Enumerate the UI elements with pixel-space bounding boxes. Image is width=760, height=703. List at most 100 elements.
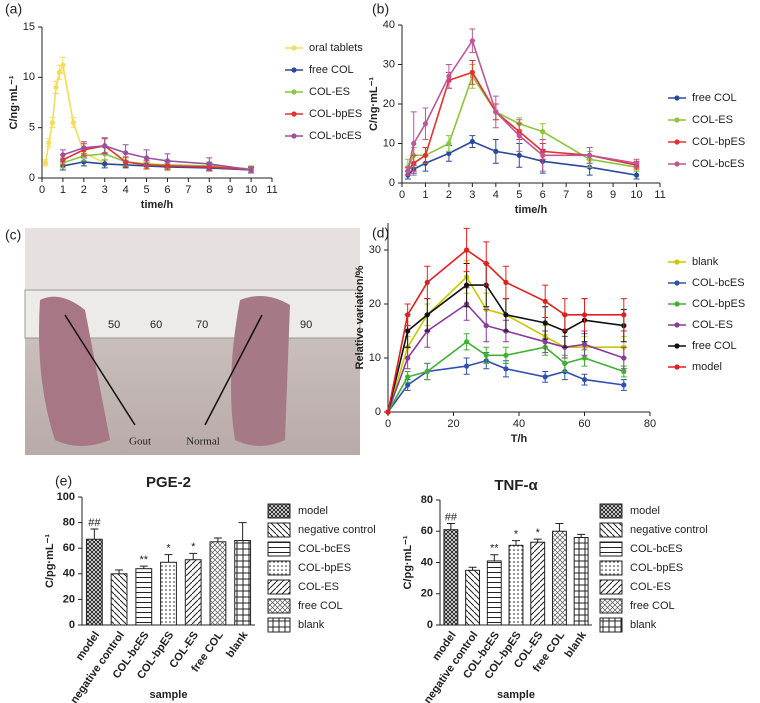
x-tick-label: 11 [654, 189, 665, 201]
y-tick-label: 15 [23, 21, 35, 33]
legend-label: COL-bpES [298, 562, 351, 574]
point [633, 160, 640, 166]
legend-swatch [599, 579, 623, 595]
point [446, 73, 452, 79]
normal-paw [231, 296, 290, 446]
legend-swatch [599, 617, 623, 633]
x-tick-label: 9 [610, 189, 616, 201]
error-bar [90, 528, 99, 540]
legend-label: free COL [630, 600, 675, 612]
x-tick-label: blank [224, 629, 251, 660]
y-tick-label: 80 [63, 517, 75, 529]
point [469, 38, 475, 44]
x-tick-label: 2 [446, 189, 452, 201]
y-axis-title: C/ng·mL⁻¹ [8, 75, 20, 129]
bar [234, 540, 252, 626]
chart-title: TNF-α [494, 477, 538, 494]
point [424, 368, 430, 375]
series-line [62, 144, 252, 171]
point [446, 150, 452, 156]
legend-marker [291, 67, 297, 73]
bar [530, 541, 546, 626]
x-tick-label: 0 [385, 418, 391, 430]
x-tick-label: 40 [513, 418, 525, 430]
y-tick-label: 20 [383, 98, 395, 110]
legend-label: free COL [298, 600, 343, 612]
point [81, 145, 87, 151]
y-tick-label: 0 [375, 406, 381, 418]
x-tick-label: 1 [422, 189, 428, 201]
y-axis-title: C/pg·mL⁻¹ [402, 535, 414, 589]
y-tick-label: 30 [369, 244, 381, 256]
legend-label: COL-bcES [692, 277, 745, 289]
legend-swatch [267, 617, 291, 633]
significance-mark: * [191, 541, 196, 553]
series-line [387, 248, 624, 413]
panel-label: (a) [5, 1, 22, 17]
point [516, 133, 522, 139]
legend-label: COL-bpES [692, 298, 745, 310]
y-tick-label: 10 [383, 137, 395, 149]
point [493, 148, 499, 154]
point [123, 150, 129, 156]
legend-marker [674, 301, 680, 307]
ruler-label: 60 [150, 319, 162, 331]
significance-mark: ## [445, 511, 458, 523]
point [405, 312, 411, 318]
x-axis-title: sample [497, 689, 535, 701]
x-tick-label: 10 [245, 184, 257, 196]
point [446, 140, 452, 147]
point [483, 260, 489, 267]
point [621, 355, 627, 361]
y-tick-label: 10 [23, 71, 35, 83]
point [424, 279, 430, 285]
error-bar [139, 565, 148, 569]
point [464, 363, 470, 369]
error-bar [164, 554, 173, 563]
bar [135, 568, 153, 626]
point [540, 129, 546, 135]
legend-marker [674, 322, 680, 328]
legend-swatch [599, 598, 623, 614]
bar [160, 561, 177, 626]
point [503, 279, 509, 285]
point [206, 161, 212, 167]
error-bar [213, 537, 222, 542]
legend-label: COL-bcES [630, 543, 683, 555]
y-tick-label: 20 [63, 593, 75, 605]
point [405, 382, 411, 388]
point [621, 312, 627, 318]
legend-label: COL-ES [630, 581, 671, 593]
point [405, 168, 411, 174]
point [60, 62, 66, 68]
point [60, 152, 66, 158]
point [422, 121, 429, 127]
point [405, 355, 411, 361]
point [483, 323, 489, 329]
error-bar [238, 522, 247, 541]
x-tick-label: 5 [143, 184, 149, 196]
point [581, 341, 588, 348]
legend-swatch [599, 541, 623, 557]
y-tick-label: 100 [57, 491, 75, 503]
legend-label: model [630, 505, 660, 517]
point [469, 69, 475, 75]
y-tick-label: 0 [69, 619, 75, 631]
x-tick-label: blank [563, 629, 590, 660]
bar [443, 529, 459, 626]
legend-marker [674, 139, 680, 145]
y-axis-title: C/pg·mL⁻¹ [44, 534, 56, 588]
y-tick-label: 20 [421, 588, 433, 600]
point [164, 158, 171, 164]
legend-label: model [692, 361, 722, 373]
legend-label: blank [630, 619, 657, 631]
legend-label: negative control [630, 524, 708, 536]
point [70, 120, 76, 126]
legend-marker [674, 117, 680, 123]
series-line [407, 71, 637, 172]
point [464, 247, 470, 253]
x-tick-label: 6 [540, 189, 546, 201]
x-tick-label: 2 [81, 184, 87, 196]
x-tick-label: 10 [630, 189, 642, 201]
x-tick-label: 4 [493, 189, 499, 201]
